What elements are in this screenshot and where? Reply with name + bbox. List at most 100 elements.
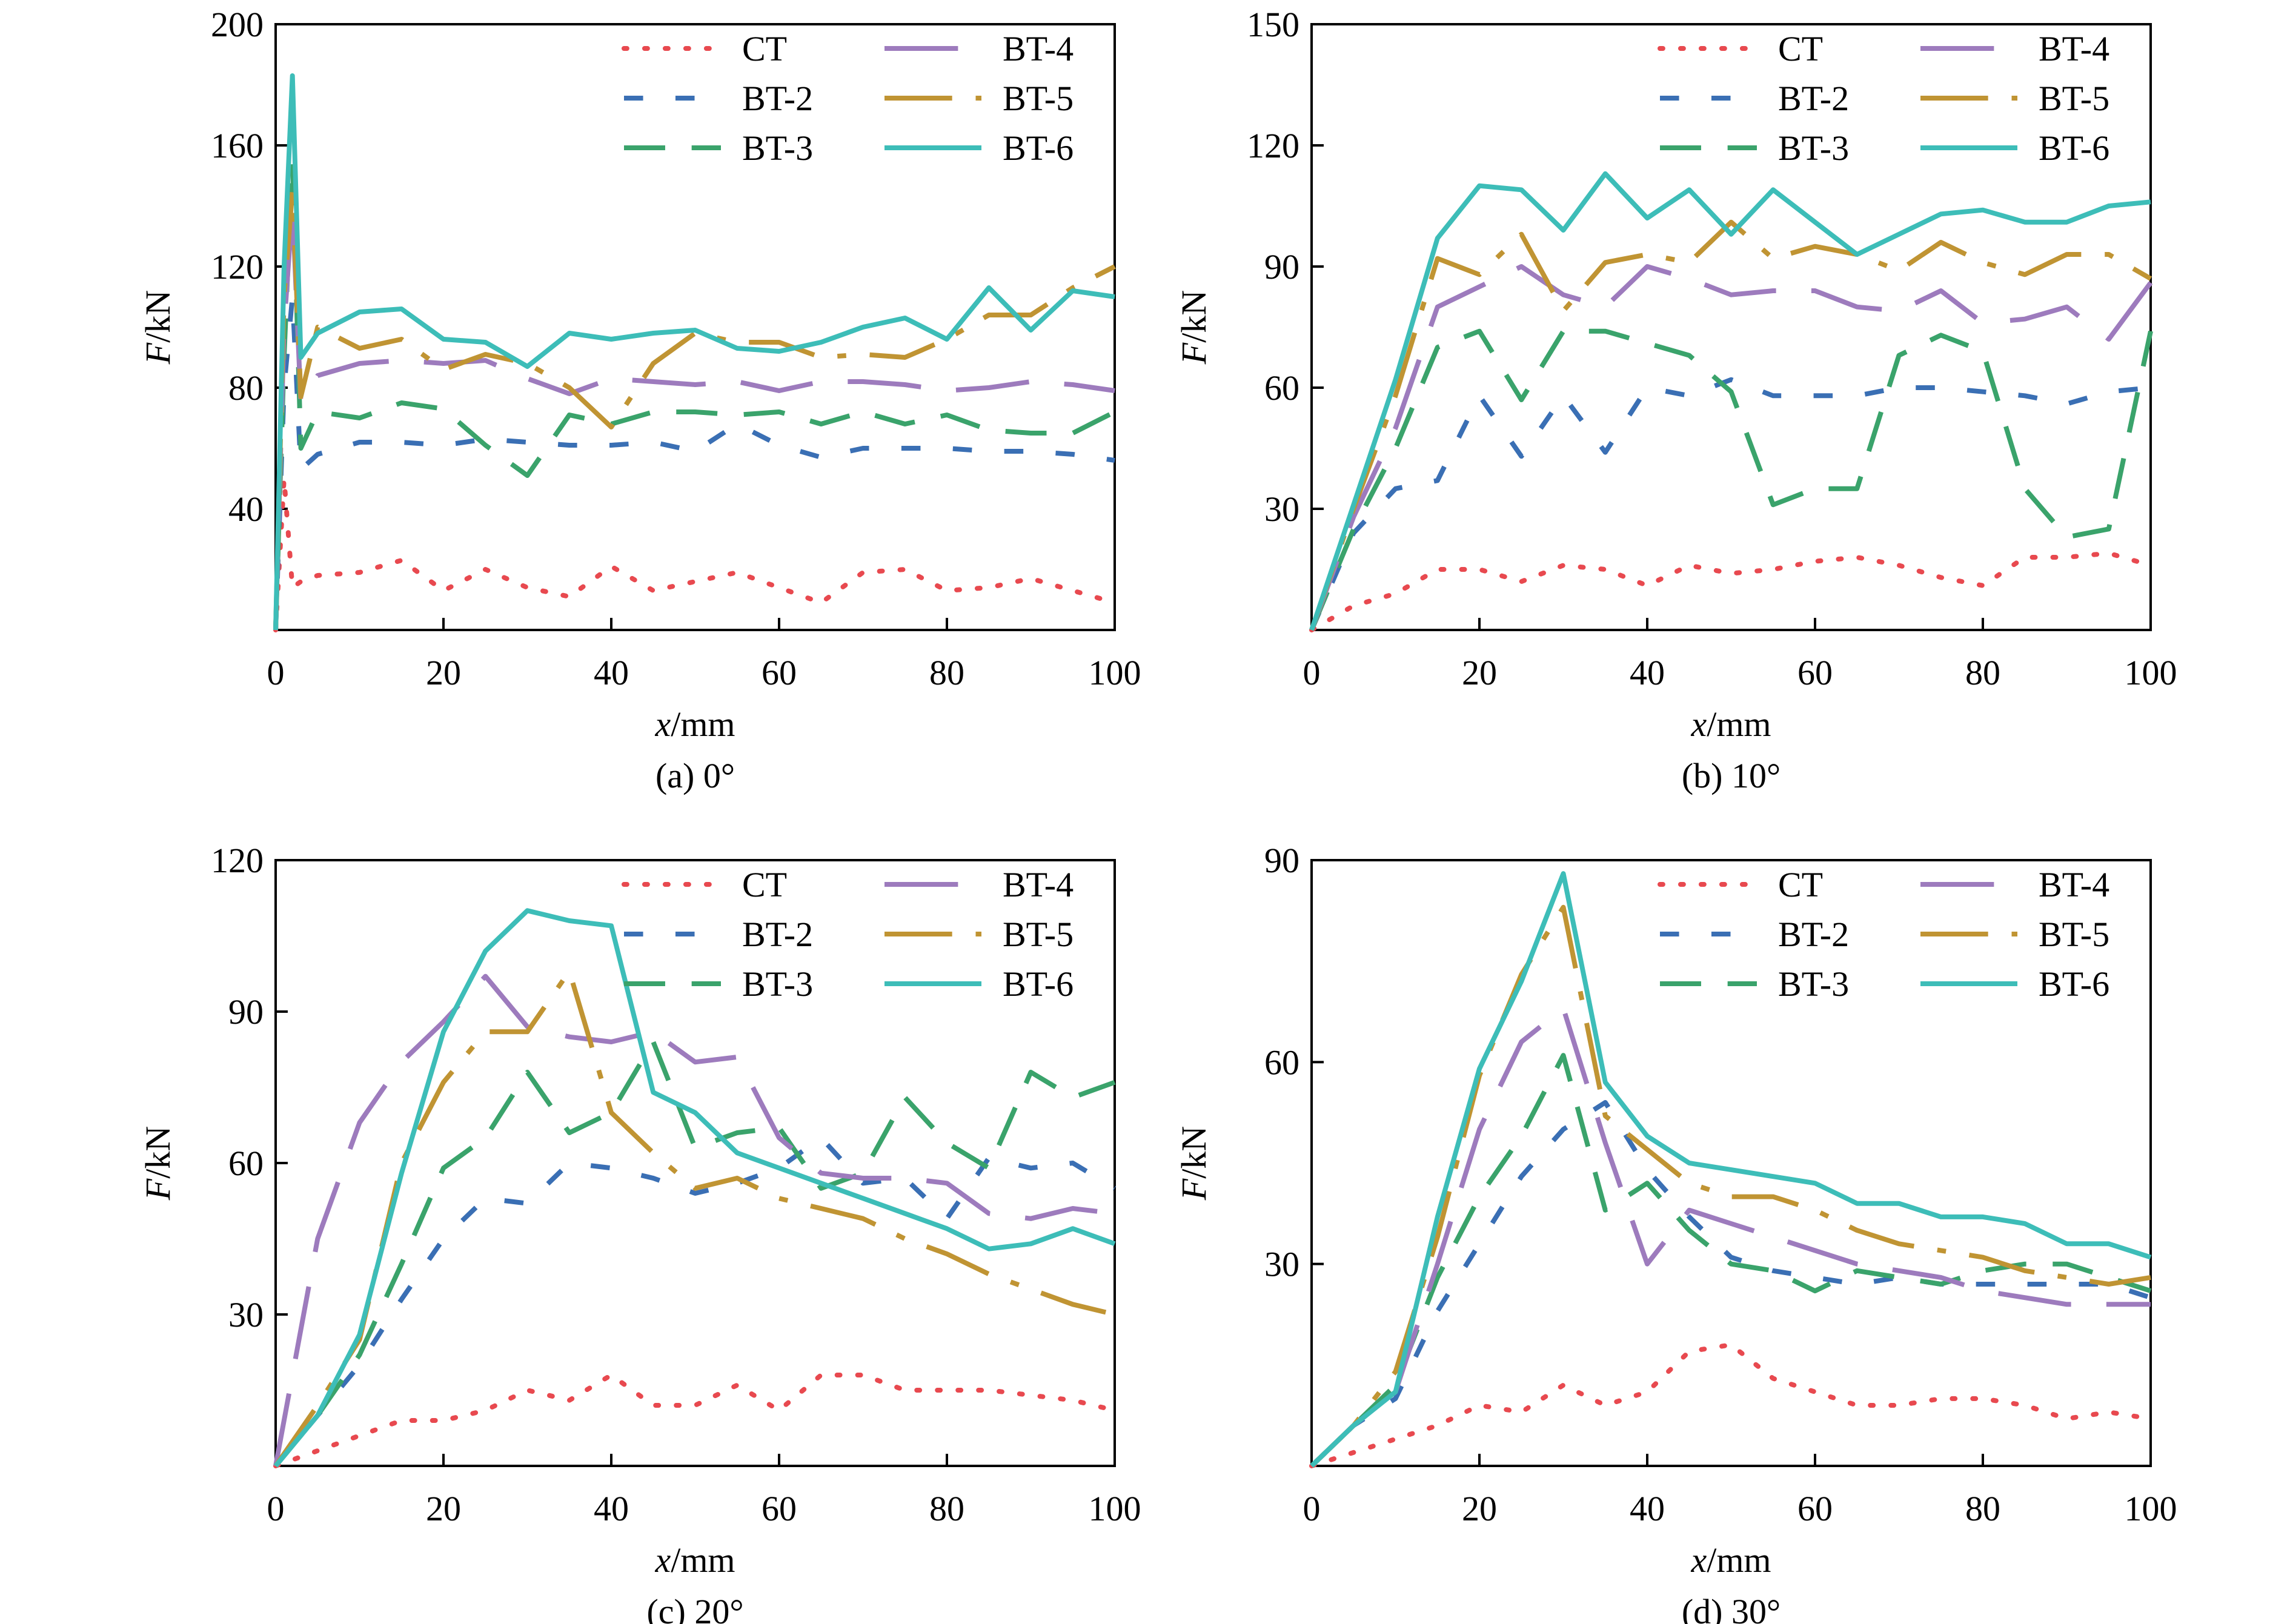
chart-1-y-tick-label: 200 [211, 5, 264, 44]
chart-1-x-tick-label: 80 [929, 653, 964, 692]
chart-2-x-tick-label: 40 [1630, 653, 1665, 692]
chart-2-x-tick-label: 20 [1462, 653, 1497, 692]
chart-3: 0 20 40 60 80 100 30 60 90 120 x/mm F/kN (c) 20° CT BT… [138, 841, 1141, 1624]
chart-1-series-bt-2-line [273, 294, 1115, 631]
chart-3-x-tick-label: 20 [426, 1489, 461, 1528]
chart-3-y-tick-label: 90 [228, 992, 264, 1032]
chart-4-y-tick-label: 60 [1264, 1042, 1299, 1082]
chart-2-series-ct-line [1309, 551, 2153, 632]
chart-3-series-bt-6-line [273, 908, 1116, 1468]
chart-4-y-tick-label: 90 [1264, 841, 1299, 880]
chart-2-x-tick-label: 100 [2125, 653, 2177, 692]
chart-1-series-bt-3-line [273, 158, 1116, 631]
chart-3-legend-bt-4-label: BT-4 [1003, 865, 1074, 904]
chart-3-x-tick-label: 100 [1089, 1489, 1141, 1528]
chart-2-y-tick-label: 90 [1264, 247, 1299, 287]
chart-1-legend-ct-label: CT [742, 29, 787, 68]
chart-2-x-tick-label: 80 [1965, 653, 2000, 692]
chart-3-series-bt-5-line [273, 969, 1115, 1468]
chart-3-legend-bt-6-label: BT-6 [1003, 964, 1074, 1004]
chart-1-x-tick-label: 40 [594, 653, 629, 692]
chart-1-legend-bt-5-label: BT-5 [1003, 79, 1074, 118]
chart-3-y-tick-label: 120 [211, 841, 264, 880]
chart-3-legend-ct-label: CT [742, 865, 787, 904]
chart-2-x-tick-label: 0 [1303, 653, 1321, 692]
chart-3-y-axis-label: F/kN [138, 1126, 178, 1201]
chart-1: 0 20 40 60 80 100 40 80 120 160 200 x/mm F/kN (a) 0° C… [138, 5, 1141, 795]
chart-1-legend-bt-6-label: BT-6 [1003, 128, 1074, 168]
chart-3-x-tick-label: 80 [929, 1489, 964, 1528]
chart-3-series-bt-2-line [273, 1135, 1117, 1468]
chart-2-y-tick-label: 60 [1264, 368, 1299, 408]
chart-3-caption: (c) 20° [646, 1592, 743, 1624]
chart-1-x-tick-label: 0 [267, 653, 285, 692]
chart-4-y-axis-label: F/kN [1174, 1126, 1213, 1201]
chart-4-legend-bt-3-label: BT-3 [1778, 964, 1849, 1004]
chart-3-y-tick-label: 60 [228, 1144, 264, 1183]
chart-1-x-tick-label: 20 [426, 653, 461, 692]
chart-1-plot-frame [274, 23, 1116, 631]
chart-4: 0 20 40 60 80 100 30 60 90 x/mm F/kN (d) 30° CT BT-4 B… [1174, 841, 2177, 1624]
chart-2-legend: CT BT-4 BT-2 BT-5 BT-3 BT-6 [1658, 29, 2109, 168]
chart-2-series-bt-4-line [1309, 264, 2153, 631]
chart-1-legend: CT BT-4 BT-2 BT-5 BT-3 BT-6 [622, 29, 1074, 168]
chart-3-series-bt-4-line [273, 973, 1115, 1467]
chart-3-legend-bt-2-label: BT-2 [742, 915, 813, 954]
chart-2-y-tick-label: 120 [1247, 126, 1299, 165]
chart-4-series-bt-2-line [1310, 1100, 2152, 1468]
chart-2-y-tick-label: 30 [1264, 489, 1299, 529]
chart-4-x-tick-label: 80 [1965, 1489, 2000, 1528]
chart-3-x-tick-label: 0 [267, 1489, 285, 1528]
chart-4-legend-bt-5-label: BT-5 [2039, 915, 2109, 954]
chart-4-x-axis-label: x/mm [1690, 1540, 1771, 1580]
chart-2-legend-bt-4-label: BT-4 [2039, 29, 2109, 68]
chart-3-legend-bt-5-label: BT-5 [1003, 915, 1074, 954]
chart-4-plot-frame [1310, 859, 2152, 1467]
chart-1-legend-bt-3-label: BT-3 [742, 128, 813, 168]
chart-3-series-bt-3-line [273, 1039, 1116, 1468]
chart-3-x-tick-label: 40 [594, 1489, 629, 1528]
chart-4-series-ct-line [1309, 1342, 2153, 1468]
chart-2-caption: (b) 10° [1682, 756, 1781, 795]
chart-1-y-tick-label: 40 [228, 489, 264, 529]
chart-4-x-tick-label: 0 [1303, 1489, 1321, 1528]
chart-2: 0 20 40 60 80 100 30 60 90 120 150 x/mm F/kN (b) 10° C… [1174, 5, 2177, 795]
chart-2-y-tick-label: 150 [1247, 5, 1299, 44]
chart-2-y-axis-label: F/kN [1174, 290, 1213, 365]
chart-1-x-tick-label: 100 [1089, 653, 1141, 692]
chart-2-series-bt-2-line [1309, 377, 2151, 631]
chart-2-x-axis-label: x/mm [1690, 704, 1771, 744]
chart-4-legend-bt-6-label: BT-6 [2039, 964, 2109, 1004]
chart-1-legend-bt-4-label: BT-4 [1003, 29, 1074, 68]
chart-3-x-tick-label: 60 [762, 1489, 797, 1528]
chart-2-legend-bt-3-label: BT-3 [1778, 128, 1849, 168]
chart-1-y-tick-label: 120 [211, 247, 264, 287]
chart-2-series-bt-5-line [1309, 219, 2152, 631]
chart-2-legend-ct-label: CT [1778, 29, 1823, 68]
chart-1-x-axis-label: x/mm [654, 704, 735, 744]
chart-1-series-bt-6-line [273, 73, 1115, 631]
chart-4-series-bt-4-line [1310, 1006, 2151, 1468]
chart-4-legend-bt-4-label: BT-4 [2039, 865, 2109, 904]
chart-2-series-bt-3-line [1309, 328, 2153, 631]
chart-4-caption: (d) 30° [1682, 1592, 1781, 1624]
chart-4-x-tick-label: 60 [1797, 1489, 1833, 1528]
chart-2-legend-bt-2-label: BT-2 [1778, 79, 1849, 118]
chart-2-legend-bt-6-label: BT-6 [2039, 128, 2109, 168]
chart-2-legend-bt-5-label: BT-5 [2039, 79, 2109, 118]
chart-1-y-tick-label: 80 [228, 368, 264, 408]
chart-1-y-tick-label: 160 [211, 126, 264, 165]
chart-2-x-tick-label: 60 [1797, 653, 1833, 692]
chart-1-series-ct-line [273, 476, 1117, 632]
chart-3-x-axis-label: x/mm [654, 1540, 735, 1580]
chart-2-plot-frame [1310, 23, 2152, 631]
chart-4-series-bt-5-line [1310, 904, 2151, 1468]
chart-4-x-tick-label: 20 [1462, 1489, 1497, 1528]
chart-1-x-tick-label: 60 [762, 653, 797, 692]
chart-4-x-tick-label: 100 [2125, 1489, 2177, 1528]
chart-3-legend-bt-3-label: BT-3 [742, 964, 813, 1004]
chart-2-series-bt-6-line [1309, 171, 2151, 631]
chart-4-legend-ct-label: CT [1778, 865, 1823, 904]
chart-1-legend-bt-2-label: BT-2 [742, 79, 813, 118]
